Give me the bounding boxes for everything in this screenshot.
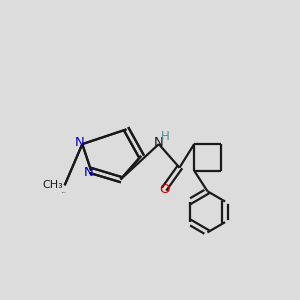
Text: H: H xyxy=(161,130,170,143)
Polygon shape xyxy=(82,129,141,179)
Text: O: O xyxy=(160,183,170,196)
Text: methyl: methyl xyxy=(62,191,67,193)
Text: N: N xyxy=(83,166,93,178)
Text: N: N xyxy=(154,136,164,149)
Text: N: N xyxy=(74,136,84,149)
Text: CH₃: CH₃ xyxy=(42,180,63,190)
